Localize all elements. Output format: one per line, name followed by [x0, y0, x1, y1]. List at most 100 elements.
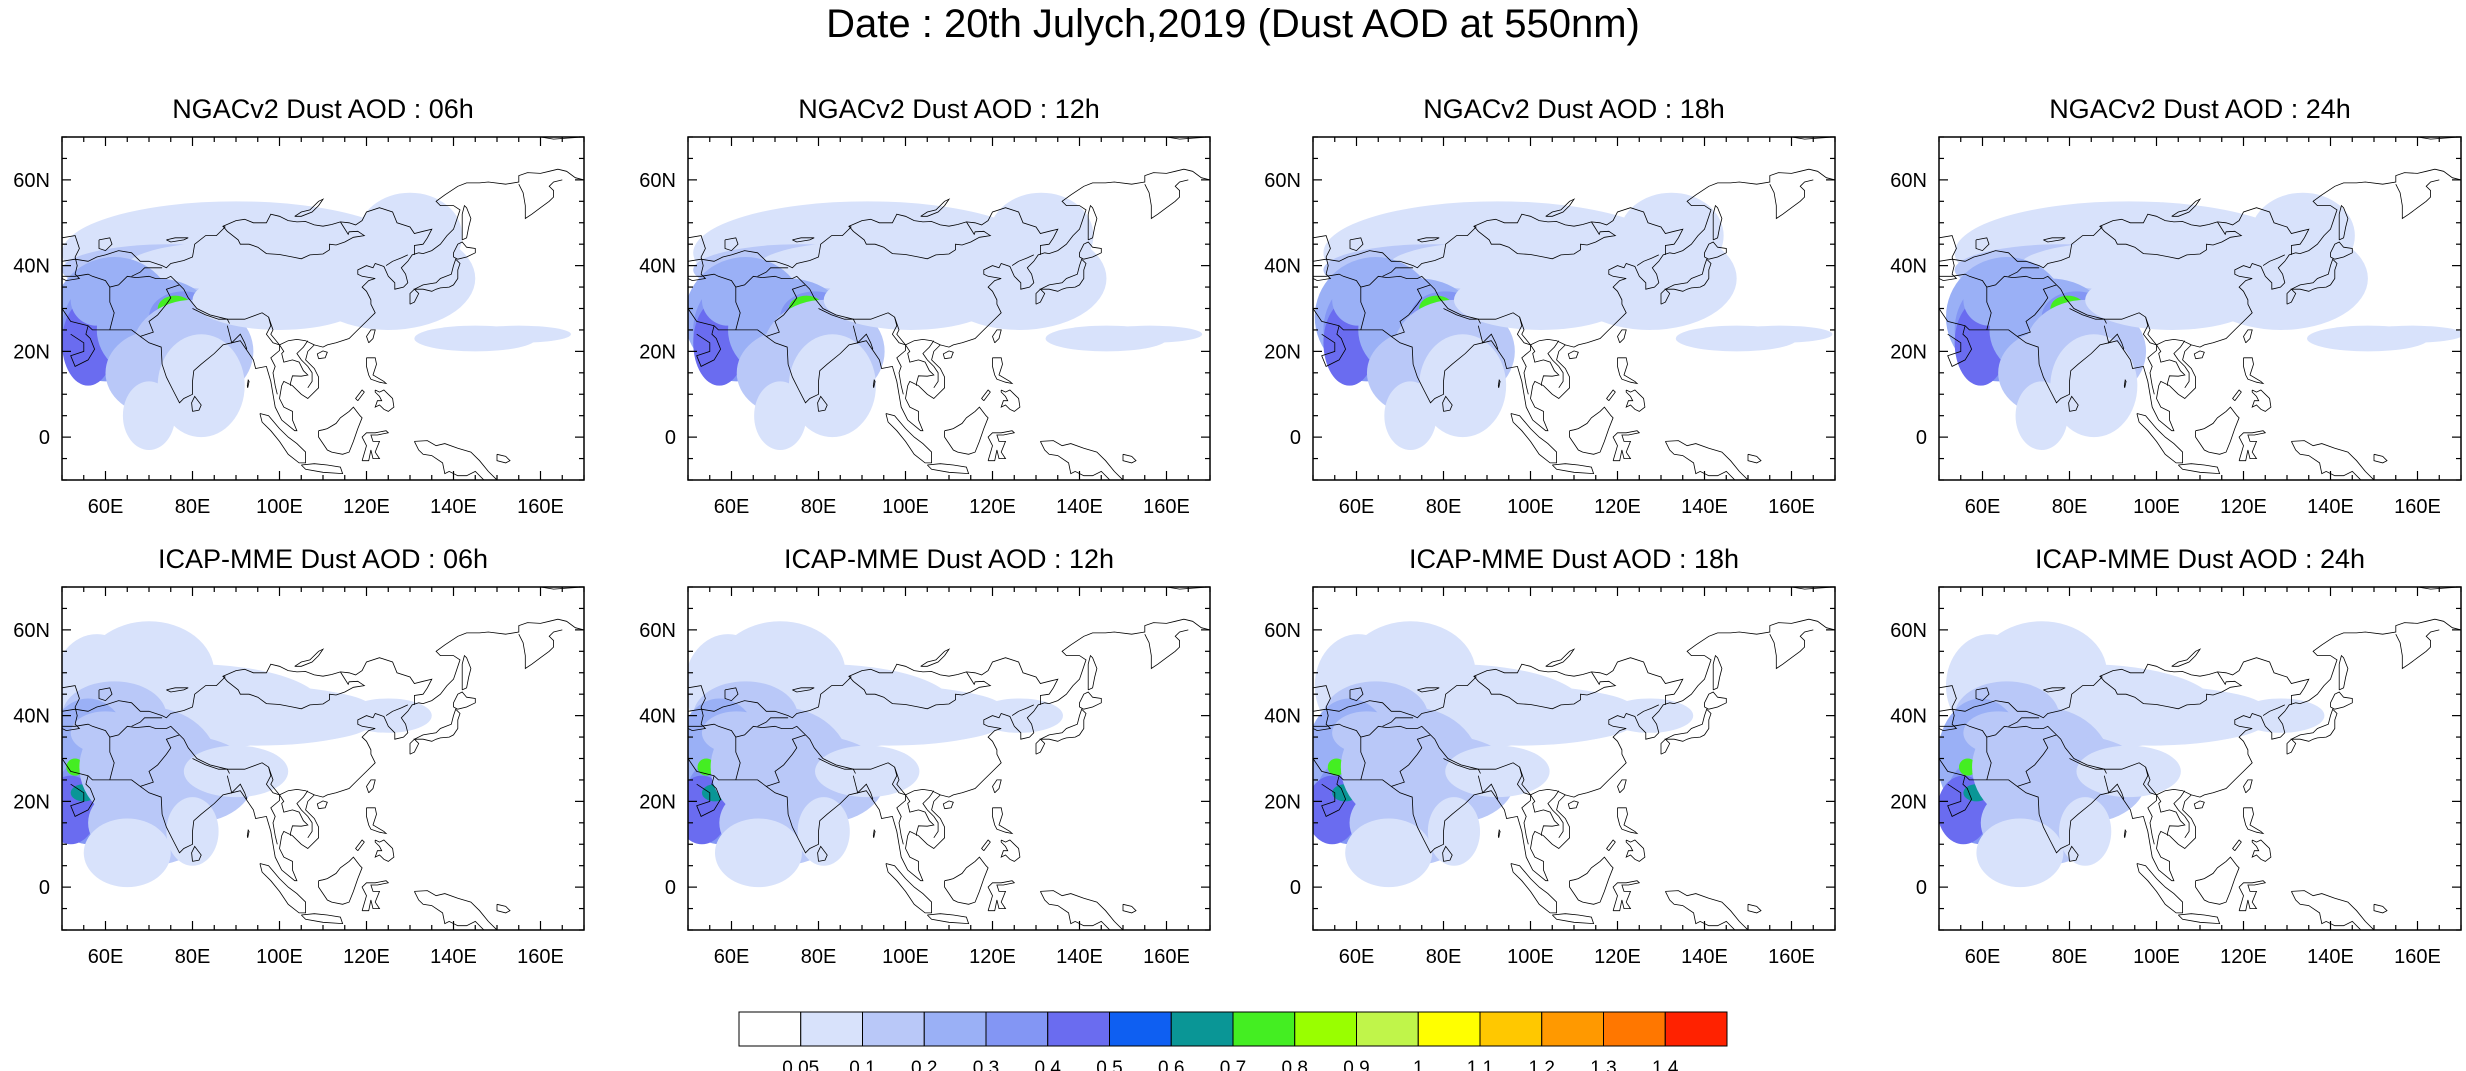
- lat-tick-label: 20N: [639, 341, 676, 363]
- panel-title: NGACv2 Dust AOD : 24h: [2049, 94, 2351, 124]
- aod-region: [815, 745, 920, 798]
- lon-tick-label: 60E: [1339, 946, 1375, 968]
- dust-field: [1939, 587, 2461, 930]
- coastline: [2099, 671, 2243, 710]
- aod-region: [989, 192, 1094, 279]
- coastline: [1625, 389, 1646, 412]
- coastline: [2173, 790, 2190, 839]
- colorbar-swatch: [800, 1011, 863, 1047]
- lat-tick-label: 0: [665, 877, 676, 899]
- aod-region: [1427, 797, 1481, 866]
- coastline: [757, 267, 789, 277]
- coastline: [62, 273, 111, 288]
- coastline: [688, 657, 1059, 719]
- coastline: [191, 395, 202, 412]
- lat-tick-label: 60N: [1264, 620, 1301, 642]
- coastline: [1477, 775, 1499, 800]
- coastline: [385, 254, 408, 266]
- coastline: [1545, 648, 1576, 667]
- coastline: [1144, 629, 1189, 670]
- coastline: [1617, 779, 1627, 794]
- coastline: [927, 463, 970, 475]
- coastline: [2291, 890, 2375, 930]
- coastline: [1473, 671, 1617, 710]
- coastline: [1530, 794, 1560, 836]
- coastline: [361, 880, 390, 912]
- colorbar-swatch: [1170, 1011, 1234, 1047]
- aod-region: [975, 698, 1063, 733]
- coastline: [1986, 275, 2192, 346]
- coastline: [316, 350, 328, 360]
- coastline: [1617, 329, 1627, 344]
- lon-tick-label: 80E: [2052, 946, 2088, 968]
- lat-tick-label: 20N: [13, 341, 50, 363]
- lon-tick-label: 140E: [1681, 496, 1728, 518]
- coastline: [2171, 648, 2202, 667]
- coastline: [905, 344, 935, 386]
- colorbar-swatch: [1294, 1011, 1357, 1047]
- coastline: [294, 198, 325, 217]
- coastline: [2043, 687, 2066, 693]
- coastline: [62, 207, 433, 269]
- coastline: [192, 758, 230, 774]
- coastline: [920, 198, 951, 217]
- coastline: [981, 389, 991, 401]
- aod-region: [1419, 334, 1507, 438]
- coastline: [246, 379, 250, 388]
- lon-tick-label: 80E: [1426, 496, 1462, 518]
- coastline: [140, 734, 180, 787]
- coastline: [1617, 357, 1639, 385]
- lon-tick-label: 160E: [1768, 496, 1815, 518]
- aod-region: [2250, 192, 2355, 279]
- lat-tick-label: 60N: [13, 170, 50, 192]
- coastline: [2193, 800, 2205, 810]
- coastline: [1510, 413, 1557, 464]
- colorbar-swatch: [1664, 1011, 1728, 1047]
- lat-tick-label: 40N: [1264, 256, 1301, 278]
- coastline: [366, 357, 388, 385]
- lat-tick-label: 40N: [13, 256, 50, 278]
- coastline: [2136, 413, 2183, 464]
- coastline: [222, 221, 366, 260]
- lat-tick-label: 60N: [1890, 620, 1927, 642]
- lat-tick-label: 60N: [13, 620, 50, 642]
- coastline: [848, 221, 992, 260]
- aod-region: [2015, 381, 2068, 450]
- coastline: [1313, 235, 1332, 282]
- coastline: [688, 273, 737, 288]
- coastline: [294, 648, 325, 667]
- coastline: [1144, 179, 1189, 220]
- coastline: [1939, 207, 2310, 269]
- aod-region: [1345, 818, 1433, 888]
- coastline: [944, 406, 989, 455]
- coastline: [222, 671, 366, 710]
- aod-region: [1606, 698, 1694, 733]
- lon-tick-label: 80E: [2052, 496, 2088, 518]
- coastline: [374, 389, 395, 412]
- coastline: [942, 350, 954, 360]
- coastline: [987, 430, 1016, 462]
- coastline: [2291, 440, 2375, 480]
- coastline: [1443, 758, 1481, 774]
- lon-tick-label: 120E: [1594, 496, 1641, 518]
- coastline: [1087, 654, 1098, 691]
- lon-tick-label: 140E: [2307, 946, 2354, 968]
- coastline: [1122, 903, 1137, 914]
- coastline: [409, 708, 461, 755]
- coastline: [453, 691, 476, 710]
- lon-tick-label: 140E: [1056, 496, 1103, 518]
- colorbar-swatch: [1603, 1011, 1666, 1047]
- colorbar-swatch: [1417, 1011, 1481, 1047]
- lon-tick-label: 160E: [517, 946, 564, 968]
- coastline: [2395, 179, 2440, 220]
- lat-tick-label: 60N: [1264, 170, 1301, 192]
- lat-tick-label: 0: [39, 427, 50, 449]
- lat-tick-label: 40N: [639, 706, 676, 728]
- lon-tick-label: 100E: [2133, 496, 2180, 518]
- coastline: [1382, 717, 1414, 727]
- coastline: [724, 687, 739, 702]
- coastline: [1417, 237, 1440, 243]
- coastline: [518, 179, 563, 220]
- coastline: [1939, 723, 1988, 738]
- colorbar-swatch: [985, 1011, 1049, 1047]
